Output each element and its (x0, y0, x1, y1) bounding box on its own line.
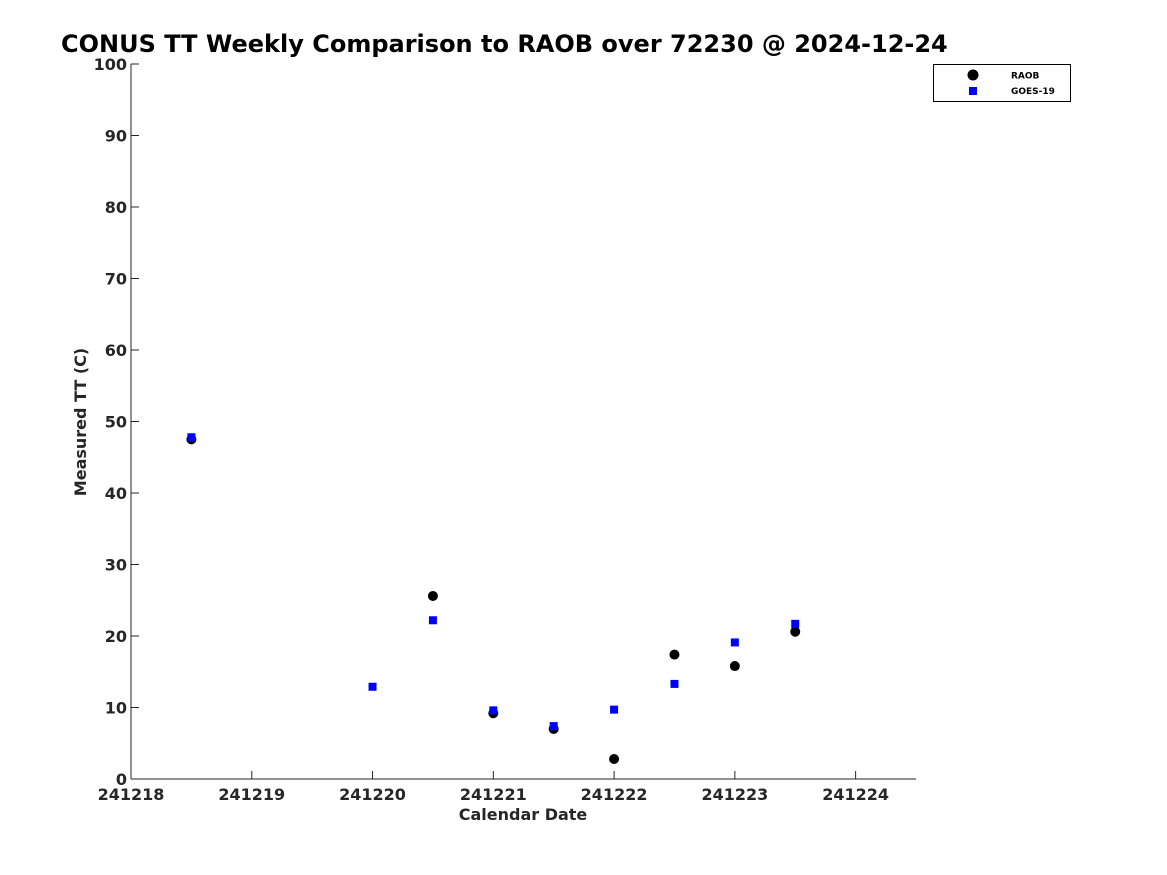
x-tick-label: 241218 (98, 785, 165, 804)
chart-title: CONUS TT Weekly Comparison to RAOB over … (61, 30, 948, 58)
y-tick-label: 20 (105, 627, 127, 646)
raob-point (669, 649, 680, 660)
y-axis-title: Measured TT (C) (71, 348, 90, 496)
y-tick-label: 30 (105, 556, 127, 575)
y-tick-label: 60 (105, 341, 127, 360)
y-tick-label: 90 (105, 127, 127, 146)
raob-point (427, 590, 438, 601)
y-tick-label: 40 (105, 484, 127, 503)
y-tick-label: 10 (105, 699, 127, 718)
goes19-point (549, 722, 558, 731)
y-tick-label: 70 (105, 270, 127, 289)
legend-raob-label: RAOB (1011, 72, 1040, 82)
x-axis-title: Calendar Date (459, 805, 588, 824)
goes19-point (610, 705, 619, 714)
legend-goes19-label: GOES-19 (1011, 87, 1055, 97)
goes19-point (187, 433, 196, 442)
goes19-point (489, 706, 498, 715)
x-tick-label: 241220 (339, 785, 406, 804)
legend-raob-marker (967, 69, 979, 81)
y-tick-label: 50 (105, 413, 127, 432)
goes19-point (368, 682, 377, 691)
x-axis: 241218 241219 241220 241221 241222 241223 2412… (98, 771, 916, 804)
legend: RAOB GOES-19 (933, 64, 1071, 102)
y-tick-label: 100 (94, 55, 127, 74)
plot-points (186, 433, 801, 764)
y-tick-label: 0 (116, 770, 127, 789)
raob-point (729, 661, 740, 672)
x-tick-label: 241221 (460, 785, 527, 804)
y-tick-label: 80 (105, 198, 127, 217)
series-goes-19 (187, 433, 800, 731)
raob-point (790, 626, 801, 637)
goes19-point (791, 619, 800, 628)
x-tick-label: 241223 (701, 785, 768, 804)
goes19-point (670, 679, 679, 688)
raob-point (609, 753, 620, 764)
series-raob (186, 434, 801, 764)
legend-box (933, 64, 1071, 102)
y-axis: 0 10 20 30 40 50 60 70 80 90 100 (94, 55, 139, 789)
x-tick-label: 241222 (581, 785, 648, 804)
goes19-point (428, 616, 437, 625)
x-tick-label: 241224 (822, 785, 889, 804)
legend-goes19-marker (969, 87, 977, 95)
goes19-point (730, 638, 739, 647)
x-tick-label: 241219 (218, 785, 285, 804)
